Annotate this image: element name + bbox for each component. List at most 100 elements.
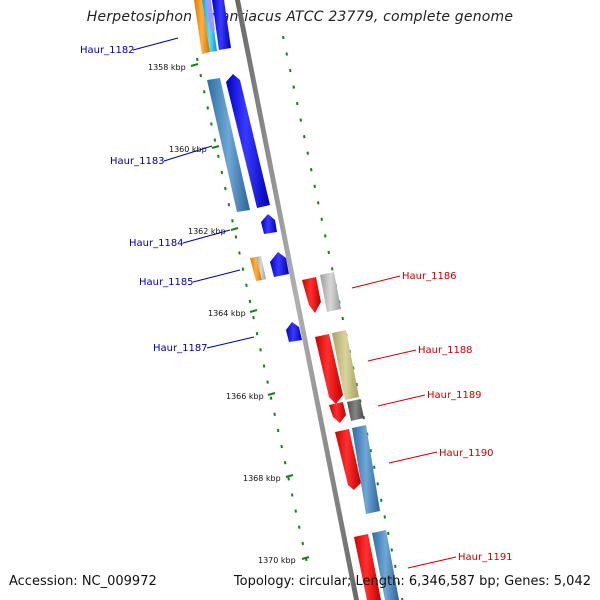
gene-feature-dark-1189[interactable] xyxy=(347,399,364,421)
scale-tick xyxy=(301,556,310,560)
minor-tick xyxy=(303,135,306,139)
minor-tick xyxy=(292,85,295,89)
gene-feature-blue-1182[interactable] xyxy=(212,0,231,50)
minor-tick xyxy=(380,498,383,502)
gene-feature-steel-1190[interactable] xyxy=(352,425,380,514)
minor-tick xyxy=(241,267,245,271)
scale-tick xyxy=(190,63,199,67)
scale-label: 1364 kbp xyxy=(208,309,246,318)
minor-tick xyxy=(248,299,252,304)
gene-feature-blue-1182-b[interactable] xyxy=(205,0,215,30)
minor-tick xyxy=(289,68,292,73)
leader-line xyxy=(192,269,241,283)
gene-label-left[interactable]: Haur_1184 xyxy=(129,238,184,249)
gene-label-right[interactable]: Haur_1191 xyxy=(458,552,513,563)
leader-line xyxy=(182,229,231,244)
minor-tick xyxy=(296,101,299,106)
gene-label-right[interactable]: Haur_1186 xyxy=(402,271,457,282)
leader-line xyxy=(351,275,401,289)
scale-label: 1358 kbp xyxy=(148,63,186,72)
minor-tick xyxy=(245,283,248,287)
minor-tick xyxy=(234,235,238,239)
scale-label: 1370 kbp xyxy=(258,556,296,565)
minor-tick xyxy=(324,234,327,238)
gene-feature-red-1186[interactable] xyxy=(302,277,321,313)
gene-feature-red-1191[interactable] xyxy=(354,534,381,600)
gene-feature-blue-1187[interactable] xyxy=(286,322,302,342)
scale-label: 1366 kbp xyxy=(226,392,264,401)
gene-feature-khaki-1188[interactable] xyxy=(332,330,359,400)
minor-tick xyxy=(259,348,262,352)
minor-tick xyxy=(299,118,302,122)
minor-tick xyxy=(397,581,400,585)
gene-label-right[interactable]: Haur_1190 xyxy=(439,448,494,459)
scale-tick xyxy=(230,227,239,231)
minor-tick xyxy=(327,250,330,255)
minor-tick xyxy=(355,382,358,387)
minor-tick xyxy=(320,217,323,221)
minor-tick xyxy=(369,449,372,453)
minor-tick xyxy=(376,482,379,486)
leader-line xyxy=(407,556,457,569)
minor-tick xyxy=(294,509,297,513)
minor-tick xyxy=(217,154,220,158)
minor-tick xyxy=(290,493,294,497)
genome-backbone xyxy=(235,0,359,600)
genome-title: Herpetosiphon aurantiacus ATCC 23779, co… xyxy=(86,9,514,25)
gene-feature-gray-1185[interactable] xyxy=(256,256,266,280)
gene-feature-gray-1186[interactable] xyxy=(320,272,341,312)
leader-line xyxy=(388,451,438,464)
gene-label-right[interactable]: Haur_1189 xyxy=(427,390,482,401)
gene-label-left[interactable]: Haur_1182 xyxy=(80,45,135,56)
gene-label-right[interactable]: Haur_1188 xyxy=(418,345,473,356)
minor-tick xyxy=(276,428,280,433)
scale-tick xyxy=(285,474,294,478)
minor-tick xyxy=(273,412,276,416)
gene-feature-orange-1185[interactable] xyxy=(250,257,262,281)
gene-feature-blue-1184[interactable] xyxy=(261,214,277,234)
gene-label-left[interactable]: Haur_1183 xyxy=(110,156,165,167)
gene-feature-red-1190[interactable] xyxy=(335,429,361,490)
left-tick-track xyxy=(196,57,308,562)
minor-tick xyxy=(283,461,287,465)
minor-tick xyxy=(199,73,202,78)
gene-feature-red-1188[interactable] xyxy=(315,334,343,404)
gene-feature-orange[interactable] xyxy=(194,0,210,54)
minor-tick xyxy=(341,316,344,321)
scale-label: 1368 kbp xyxy=(243,474,281,483)
minor-tick xyxy=(206,106,209,110)
minor-tick xyxy=(269,396,273,400)
gene-feature-steel-1183[interactable] xyxy=(207,78,250,212)
minor-tick xyxy=(231,219,234,223)
left-gene-labels: Haur_1182 Haur_1183 Haur_1184 Haur_1185 … xyxy=(80,37,255,354)
gene-feature-blue-1185[interactable] xyxy=(270,252,289,277)
plus-strand-features xyxy=(302,272,399,600)
right-gene-labels: Haur_1186 Haur_1188 Haur_1189 Haur_1190 … xyxy=(351,271,513,569)
minor-tick xyxy=(383,515,386,519)
minor-tick xyxy=(317,201,320,205)
minor-tick xyxy=(266,380,269,384)
minor-tick xyxy=(203,90,206,94)
minor-tick xyxy=(282,35,285,40)
minus-strand-features xyxy=(194,0,302,342)
topology-text: Topology: circular; Length: 6,346,587 bp… xyxy=(233,574,591,589)
gene-feature-red-1189[interactable] xyxy=(329,402,346,423)
minor-tick xyxy=(298,525,301,529)
minor-tick xyxy=(373,465,376,469)
minor-tick xyxy=(313,184,316,188)
accession-text: Accession: NC_009972 xyxy=(9,574,157,589)
minor-tick xyxy=(394,564,397,569)
minor-tick xyxy=(196,57,199,62)
gene-feature-steel-1191[interactable] xyxy=(372,530,399,600)
minor-tick xyxy=(390,548,393,552)
gene-feature-blue-1183[interactable] xyxy=(226,74,270,208)
leader-line xyxy=(163,145,213,162)
minor-tick xyxy=(210,122,213,126)
gene-label-left[interactable]: Haur_1187 xyxy=(153,343,208,354)
scale-label: 1362 kbp xyxy=(188,227,226,236)
minor-tick xyxy=(213,138,217,142)
minor-tick xyxy=(220,170,224,175)
leader-line xyxy=(206,336,255,349)
gene-label-left[interactable]: Haur_1185 xyxy=(139,277,194,288)
